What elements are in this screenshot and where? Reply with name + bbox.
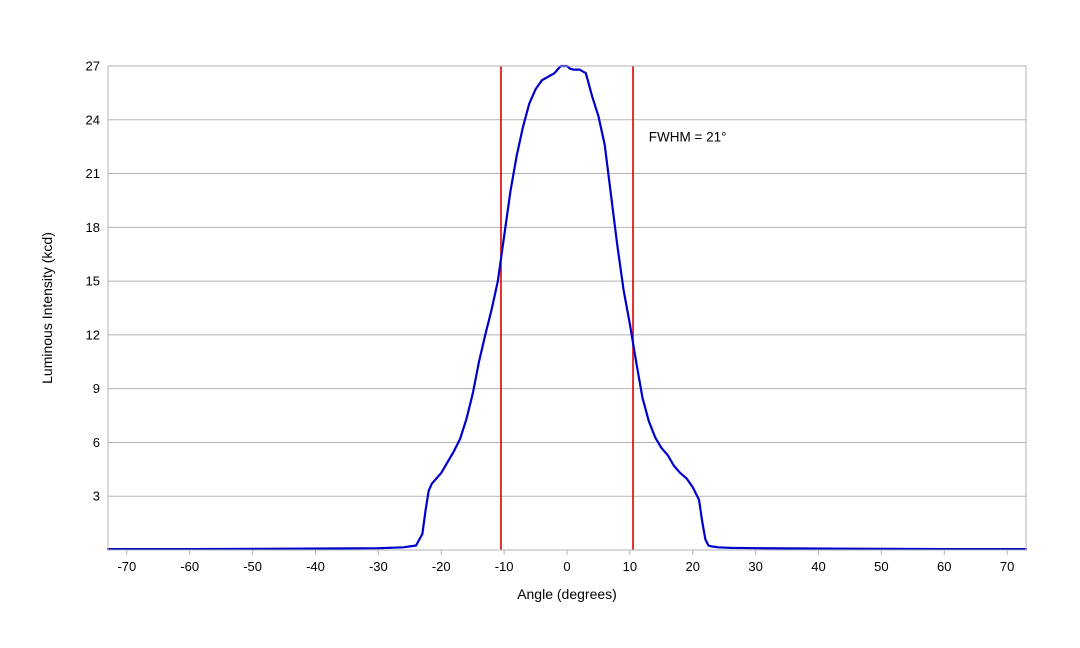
y-tick-label: 12	[86, 327, 100, 342]
y-tick-label: 3	[93, 489, 100, 504]
x-tick-label: -70	[117, 559, 136, 574]
x-tick-label: -40	[306, 559, 325, 574]
x-tick-label: 10	[623, 559, 637, 574]
x-tick-label: -30	[369, 559, 388, 574]
x-tick-label: 0	[563, 559, 570, 574]
y-tick-label: 15	[86, 274, 100, 289]
y-axis-ticks: 3 6 9 12 15 18 21 24 27	[86, 59, 100, 504]
fwhm-markers	[500, 66, 634, 550]
series-layer	[106, 64, 1028, 551]
y-tick-label: 24	[86, 112, 100, 127]
series-line-1	[106, 64, 1028, 551]
x-tick-label: -10	[495, 559, 514, 574]
x-tick-label: 50	[874, 559, 888, 574]
fwhm-annotation: FWHM = 21°	[649, 129, 727, 144]
x-axis-ticks: -70 -60 -50 -40 -30 -20 -10 0 10 20 30 40 50 60 70	[117, 550, 1014, 574]
x-tick-label: 70	[1000, 559, 1014, 574]
y-axis-title: Luminous Intensity (kcd)	[39, 232, 55, 384]
y-tick-label: 18	[86, 220, 100, 235]
x-tick-label: -20	[432, 559, 451, 574]
y-tick-label: 21	[86, 166, 100, 181]
x-tick-label: 40	[811, 559, 825, 574]
y-tick-label: 9	[93, 381, 100, 396]
x-tick-label: 60	[937, 559, 951, 574]
x-tick-label: -60	[180, 559, 199, 574]
x-axis-title: Angle (degrees)	[517, 586, 617, 602]
y-tick-label: 27	[86, 59, 100, 74]
x-tick-label: 20	[686, 559, 700, 574]
x-tick-label: -50	[243, 559, 262, 574]
y-tick-label: 6	[93, 435, 100, 450]
x-tick-label: 30	[748, 559, 762, 574]
